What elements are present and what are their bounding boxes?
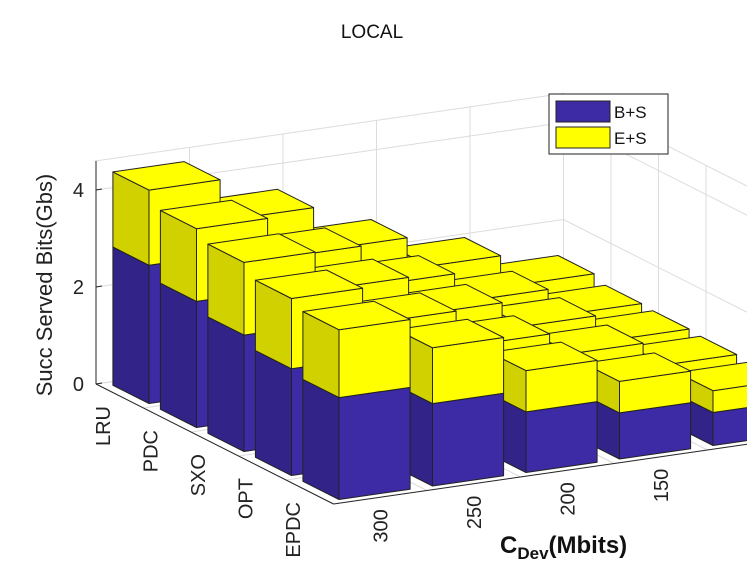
bar-es: [395, 318, 505, 405]
category-label: 250: [464, 496, 486, 529]
bar-face-top: [159, 199, 269, 230]
bar-face-top: [254, 269, 364, 299]
bar-face-side: [159, 282, 197, 428]
legend-swatch-bs: [555, 100, 611, 123]
row-label: OPT: [235, 478, 257, 519]
bar-face-top: [582, 352, 692, 382]
row-axis-line: [95, 383, 334, 505]
legend-label-bs: B+S: [614, 103, 647, 122]
category-label: 200: [557, 482, 579, 515]
z-tick: [95, 188, 103, 191]
row-label: EPDC: [283, 502, 305, 558]
z-tick: [95, 285, 103, 288]
z-tick: [95, 382, 103, 385]
bars-layer: [112, 161, 747, 500]
bar-face-side: [302, 378, 340, 500]
bar-face-front: [525, 401, 598, 473]
y-axis-label: Succ Served Bits(Gbs): [32, 174, 57, 397]
bar-face-front: [338, 319, 411, 399]
category-label: 150: [651, 469, 673, 502]
category-label: 300: [370, 509, 392, 542]
z-tick-label: 4: [73, 180, 84, 202]
row-label: LRU: [93, 406, 115, 446]
x-axis-line: [333, 443, 747, 505]
x-axis-label-main: C: [500, 532, 517, 559]
bar-face-side: [112, 246, 150, 404]
x-axis-label-unit: (Mbits): [549, 532, 628, 559]
z-tick-label: 0: [73, 374, 84, 396]
legend: B+S E+S: [548, 93, 669, 155]
x-axis-label: CDev(Mbits): [500, 532, 627, 561]
legend-swatch-es: [555, 126, 611, 149]
z-tick-label: 2: [73, 277, 84, 299]
bar-face-top: [676, 361, 747, 392]
bar-face-top: [207, 233, 316, 263]
bar-face-front: [432, 337, 505, 405]
bar-es: [302, 300, 411, 399]
bar-face-top: [302, 300, 411, 331]
category-label: 100: [744, 455, 747, 488]
chart-title: LOCAL: [341, 22, 403, 43]
bar-face-top: [395, 318, 505, 349]
bar-es: [582, 352, 692, 414]
bar-face-top: [112, 161, 221, 191]
axes-layer: 0 2 4 LRU PDC SXO OPT EPDC 300 250 200 150 100: [73, 160, 747, 558]
bar-face-top: [489, 341, 598, 372]
bar-face-front: [432, 392, 505, 487]
bar-face-side: [207, 316, 245, 452]
x-axis-label-sub: Dev: [517, 544, 549, 561]
bar-es: [489, 341, 598, 413]
bar-face-side: [254, 350, 292, 476]
row-label: PDC: [140, 430, 162, 472]
legend-label-es: E+S: [614, 129, 647, 148]
bar-face-front: [338, 386, 411, 500]
row-label: SXO: [188, 454, 210, 496]
